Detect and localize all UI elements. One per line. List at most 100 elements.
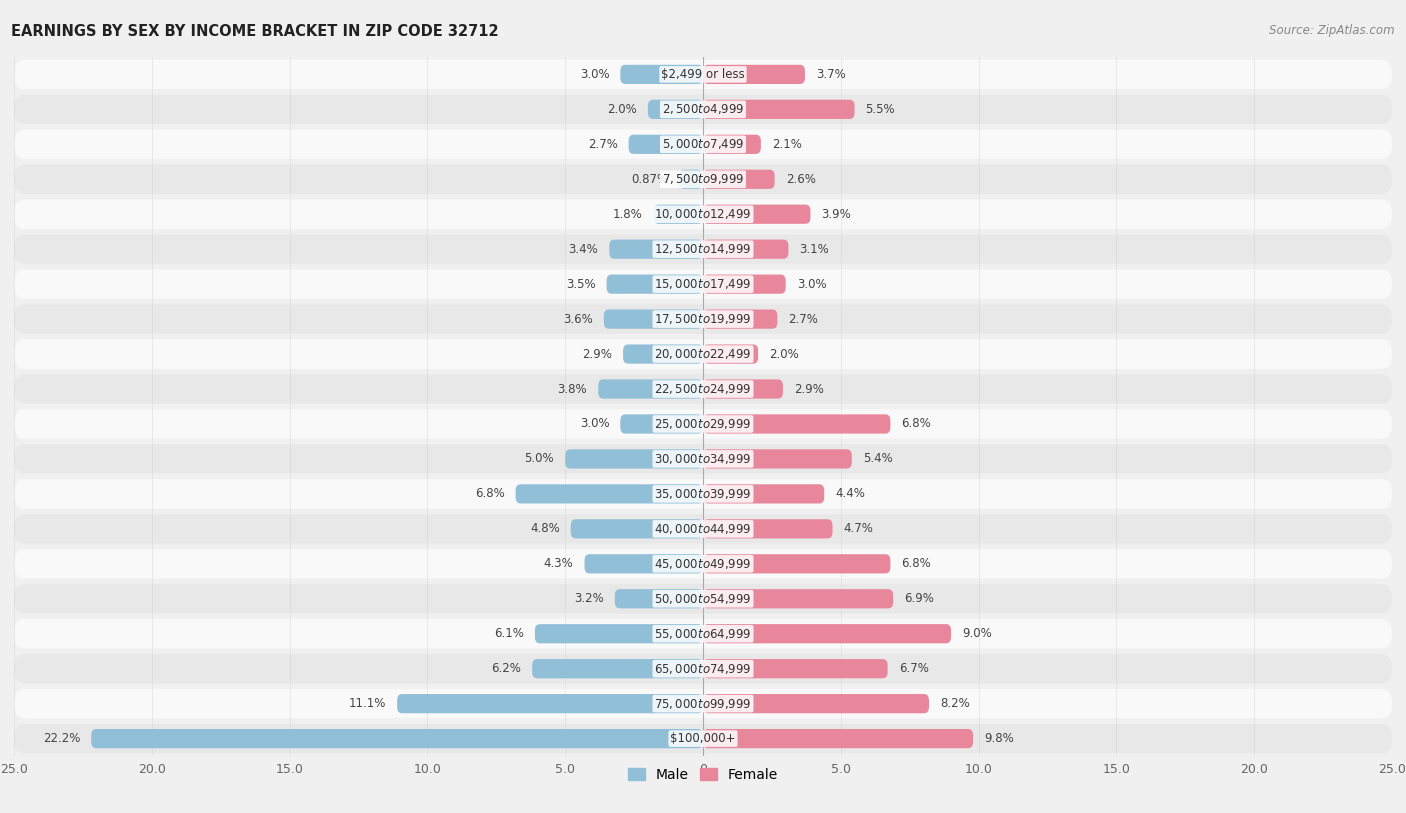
Text: 9.0%: 9.0% [962,628,991,640]
FancyBboxPatch shape [703,659,887,678]
FancyBboxPatch shape [534,624,703,643]
FancyBboxPatch shape [703,135,761,154]
FancyBboxPatch shape [703,450,852,468]
Text: 6.2%: 6.2% [491,663,522,675]
FancyBboxPatch shape [571,520,703,538]
FancyBboxPatch shape [14,234,1392,264]
FancyBboxPatch shape [628,135,703,154]
Text: $22,500 to $24,999: $22,500 to $24,999 [654,382,752,396]
Text: 8.2%: 8.2% [941,698,970,710]
FancyBboxPatch shape [654,205,703,224]
FancyBboxPatch shape [703,345,758,363]
Text: 3.2%: 3.2% [574,593,603,605]
Text: $12,500 to $14,999: $12,500 to $14,999 [654,242,752,256]
Text: 4.3%: 4.3% [544,558,574,570]
Text: $55,000 to $64,999: $55,000 to $64,999 [654,627,752,641]
Text: 0.87%: 0.87% [631,173,668,185]
Legend: Male, Female: Male, Female [623,763,783,788]
FancyBboxPatch shape [703,170,775,189]
Text: $35,000 to $39,999: $35,000 to $39,999 [654,487,752,501]
Text: EARNINGS BY SEX BY INCOME BRACKET IN ZIP CODE 32712: EARNINGS BY SEX BY INCOME BRACKET IN ZIP… [11,24,499,39]
FancyBboxPatch shape [585,554,703,573]
Text: 2.7%: 2.7% [588,138,617,150]
FancyBboxPatch shape [614,589,703,608]
Text: 3.5%: 3.5% [565,278,596,290]
FancyBboxPatch shape [14,129,1392,159]
FancyBboxPatch shape [14,269,1392,299]
Text: 3.1%: 3.1% [800,243,830,255]
FancyBboxPatch shape [91,729,703,748]
Text: 6.8%: 6.8% [475,488,505,500]
FancyBboxPatch shape [599,380,703,398]
FancyBboxPatch shape [623,345,703,363]
FancyBboxPatch shape [603,310,703,328]
FancyBboxPatch shape [679,170,703,189]
Text: 3.0%: 3.0% [579,418,609,430]
FancyBboxPatch shape [14,549,1392,579]
Text: 2.9%: 2.9% [794,383,824,395]
Text: $15,000 to $17,499: $15,000 to $17,499 [654,277,752,291]
FancyBboxPatch shape [703,694,929,713]
Text: $2,500 to $4,999: $2,500 to $4,999 [662,102,744,116]
FancyBboxPatch shape [516,485,703,503]
FancyBboxPatch shape [14,304,1392,334]
FancyBboxPatch shape [14,654,1392,684]
Text: Source: ZipAtlas.com: Source: ZipAtlas.com [1270,24,1395,37]
Text: $65,000 to $74,999: $65,000 to $74,999 [654,662,752,676]
Text: $17,500 to $19,999: $17,500 to $19,999 [654,312,752,326]
FancyBboxPatch shape [703,65,806,84]
Text: 6.8%: 6.8% [901,418,931,430]
Text: 4.4%: 4.4% [835,488,865,500]
Text: 6.1%: 6.1% [494,628,524,640]
FancyBboxPatch shape [703,100,855,119]
FancyBboxPatch shape [703,554,890,573]
Text: $45,000 to $49,999: $45,000 to $49,999 [654,557,752,571]
Text: 3.7%: 3.7% [815,68,846,80]
FancyBboxPatch shape [14,584,1392,614]
Text: 3.6%: 3.6% [562,313,593,325]
FancyBboxPatch shape [703,275,786,293]
Text: 5.0%: 5.0% [524,453,554,465]
FancyBboxPatch shape [609,240,703,259]
Text: 4.8%: 4.8% [530,523,560,535]
Text: $50,000 to $54,999: $50,000 to $54,999 [654,592,752,606]
FancyBboxPatch shape [531,659,703,678]
FancyBboxPatch shape [565,450,703,468]
FancyBboxPatch shape [703,589,893,608]
Text: 6.7%: 6.7% [898,663,928,675]
Text: $30,000 to $34,999: $30,000 to $34,999 [654,452,752,466]
FancyBboxPatch shape [14,59,1392,89]
FancyBboxPatch shape [703,310,778,328]
Text: 6.8%: 6.8% [901,558,931,570]
Text: 3.8%: 3.8% [558,383,588,395]
FancyBboxPatch shape [14,514,1392,544]
Text: 3.4%: 3.4% [568,243,599,255]
Text: 2.1%: 2.1% [772,138,801,150]
Text: 5.4%: 5.4% [863,453,893,465]
FancyBboxPatch shape [14,444,1392,474]
FancyBboxPatch shape [14,199,1392,229]
FancyBboxPatch shape [14,339,1392,369]
FancyBboxPatch shape [14,94,1392,124]
Text: $5,000 to $7,499: $5,000 to $7,499 [662,137,744,151]
Text: 2.9%: 2.9% [582,348,612,360]
Text: 3.0%: 3.0% [579,68,609,80]
FancyBboxPatch shape [396,694,703,713]
FancyBboxPatch shape [14,689,1392,719]
FancyBboxPatch shape [14,479,1392,509]
Text: $75,000 to $99,999: $75,000 to $99,999 [654,697,752,711]
Text: 5.5%: 5.5% [866,103,896,115]
FancyBboxPatch shape [703,240,789,259]
Text: 2.0%: 2.0% [769,348,799,360]
FancyBboxPatch shape [648,100,703,119]
FancyBboxPatch shape [620,65,703,84]
Text: $2,499 or less: $2,499 or less [661,68,745,80]
Text: $7,500 to $9,999: $7,500 to $9,999 [662,172,744,186]
FancyBboxPatch shape [703,624,950,643]
FancyBboxPatch shape [14,409,1392,439]
FancyBboxPatch shape [703,485,824,503]
Text: 2.7%: 2.7% [789,313,818,325]
Text: $10,000 to $12,499: $10,000 to $12,499 [654,207,752,221]
Text: 2.6%: 2.6% [786,173,815,185]
FancyBboxPatch shape [14,619,1392,649]
